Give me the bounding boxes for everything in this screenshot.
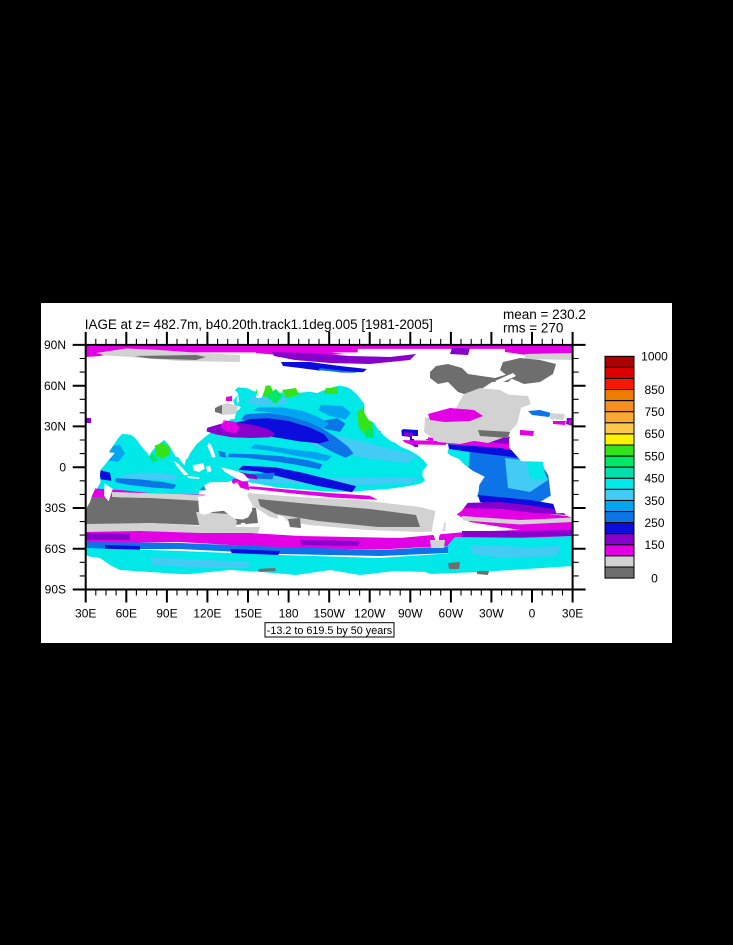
svg-text:250: 250 <box>644 516 664 530</box>
svg-text:0: 0 <box>651 571 658 585</box>
svg-text:0: 0 <box>59 460 66 474</box>
svg-text:0: 0 <box>529 607 536 621</box>
svg-text:90N: 90N <box>44 338 66 352</box>
svg-text:90W: 90W <box>398 607 423 621</box>
svg-text:30S: 30S <box>45 501 66 515</box>
svg-text:1000: 1000 <box>641 350 668 364</box>
svg-text:30W: 30W <box>479 607 504 621</box>
svg-text:350: 350 <box>644 494 664 508</box>
svg-text:150W: 150W <box>314 607 346 621</box>
svg-text:90S: 90S <box>45 583 66 597</box>
svg-text:650: 650 <box>644 427 664 441</box>
svg-text:150: 150 <box>644 538 664 552</box>
svg-text:mean = 230.2: mean = 230.2 <box>503 307 586 322</box>
svg-text:60W: 60W <box>439 607 464 621</box>
svg-text:120W: 120W <box>354 607 386 621</box>
svg-text:120E: 120E <box>193 607 221 621</box>
svg-text:60E: 60E <box>116 607 137 621</box>
svg-text:450: 450 <box>644 472 664 486</box>
svg-text:-13.2 to 619.5 by 50 years: -13.2 to 619.5 by 50 years <box>267 625 393 637</box>
svg-text:750: 750 <box>644 405 664 419</box>
svg-text:150E: 150E <box>234 607 262 621</box>
svg-text:30E: 30E <box>75 607 96 621</box>
svg-text:IAGE at z= 482.7m, b40.20th.tr: IAGE at z= 482.7m, b40.20th.track1.1deg.… <box>85 317 433 332</box>
svg-text:rms = 270: rms = 270 <box>503 321 563 336</box>
svg-text:60S: 60S <box>45 542 66 556</box>
svg-text:180: 180 <box>279 607 299 621</box>
svg-text:30N: 30N <box>44 420 66 434</box>
svg-text:90E: 90E <box>156 607 177 621</box>
svg-text:550: 550 <box>644 449 664 463</box>
svg-text:850: 850 <box>644 383 664 397</box>
svg-text:30E: 30E <box>562 607 583 621</box>
svg-text:60N: 60N <box>44 379 66 393</box>
